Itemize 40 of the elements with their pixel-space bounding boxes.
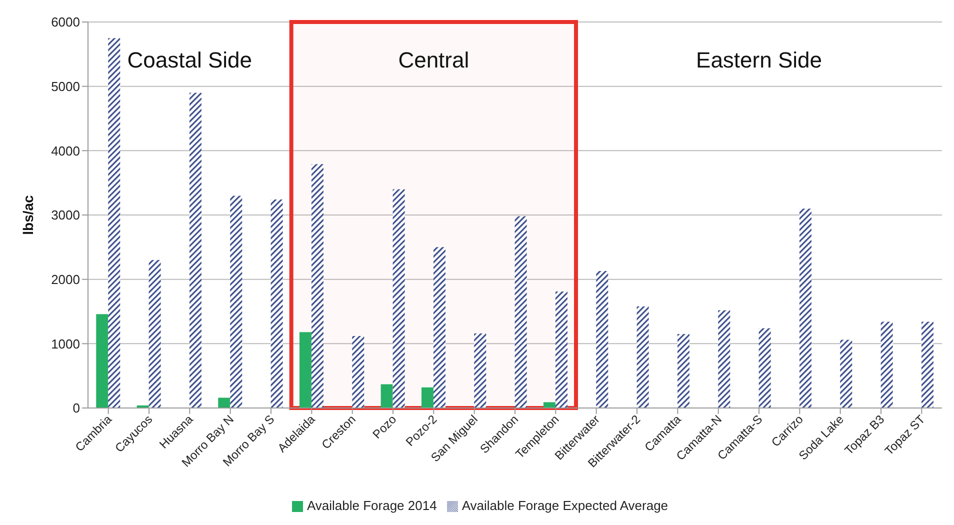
bar [392,189,405,408]
y-tick-label: 1000 [51,336,80,352]
bar [880,322,893,408]
bar [218,398,230,408]
bar [921,322,934,408]
bar [148,260,161,408]
y-tick-label: 6000 [51,14,80,30]
bar [514,216,527,408]
bar [758,328,771,408]
bar [718,310,730,408]
y-tick-label: 0 [72,400,80,416]
legend-label: Available Forage Expected Average [462,498,668,513]
y-tick-label: 3000 [51,208,80,223]
y-axis-title: lbs/ac [20,194,36,235]
band-label: Central [398,48,470,73]
bar [840,340,852,408]
bar [270,200,283,408]
bar [230,196,242,408]
bar [352,336,364,408]
bar [96,314,108,408]
bar [189,92,202,408]
bar [799,208,812,408]
bar [311,164,324,408]
bar [380,384,393,408]
annotation: Coastal Side [127,48,252,73]
bar [474,333,486,408]
legend-label: Available Forage 2014 [306,498,437,513]
y-tick-label: 2000 [51,272,80,287]
y-tick-label: 5000 [51,78,80,94]
bar [421,387,434,408]
bar [555,292,568,408]
annotation: Eastern Side [696,48,822,73]
bar [108,38,120,408]
bar [299,332,312,408]
bar [433,247,446,408]
bar [636,306,649,408]
bar [677,334,690,408]
bar [543,402,556,408]
y-tick-label: 4000 [51,143,80,158]
bar [596,270,608,408]
